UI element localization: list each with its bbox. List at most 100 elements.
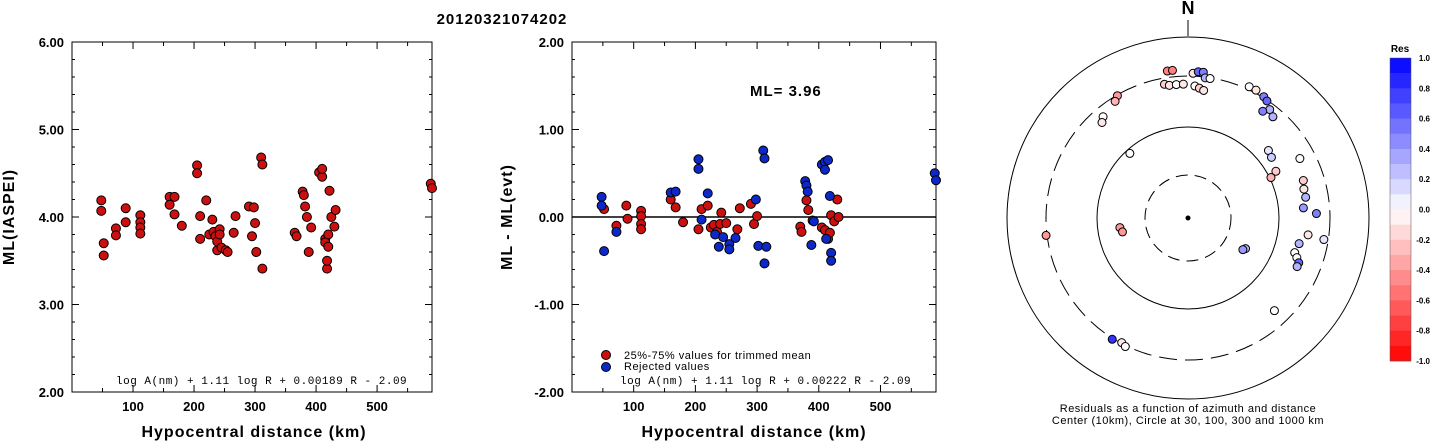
data-point-blue (599, 246, 610, 257)
residual-map: N Residuals as a function of azimuth and… (1006, 0, 1370, 427)
data-point-red (192, 168, 203, 179)
station-marker (1178, 79, 1188, 89)
x-tick-label: 100 (623, 399, 645, 414)
data-point-red (670, 202, 681, 213)
data-point-red (214, 229, 225, 240)
x-tick-label: 500 (870, 399, 892, 414)
data-point-blue (759, 258, 770, 269)
data-point-red (250, 218, 261, 229)
station-marker (1097, 117, 1107, 127)
station-marker (1251, 85, 1261, 95)
data-point-blue (696, 214, 707, 225)
colorbar-cell (1390, 179, 1411, 195)
station-marker (1303, 230, 1313, 240)
data-point-blue (718, 232, 729, 243)
data-point-blue (759, 153, 770, 164)
data-point-blue (724, 244, 735, 255)
y-axis-label: ML - ML(evt) (499, 164, 516, 270)
data-point-red (702, 200, 713, 211)
data-point-red (201, 195, 212, 206)
ml-iaspei-panel: 100 200 300 400 500 2.00 3.00 4.00 5.00 6.00 ML(I… (1, 35, 437, 441)
data-point-red (306, 222, 317, 233)
data-point-blue (596, 191, 607, 202)
data-point-red (636, 224, 647, 235)
data-point-red (427, 183, 437, 194)
station-marker (1295, 154, 1305, 164)
colorbar-cell (1390, 58, 1411, 74)
legend-label-rejected: Rejected values (624, 361, 710, 373)
y-tick-label: 4.00 (39, 210, 64, 225)
data-point-blue (693, 163, 704, 174)
x-tick-label: 200 (183, 399, 205, 414)
data-point-red (322, 255, 333, 266)
data-point-red (716, 207, 727, 218)
colorbar-tick-label: 0.2 (1419, 175, 1431, 184)
data-point-red (230, 211, 241, 222)
colorbar-cell (1390, 73, 1411, 89)
data-point-red (222, 247, 233, 257)
colorbar-tick-label: 0.6 (1419, 115, 1431, 124)
colorbar-cell (1390, 148, 1411, 165)
data-point-red (803, 205, 814, 215)
station-marker (1205, 74, 1215, 84)
station-marker (1258, 106, 1268, 116)
figure-title: 20120321074202 (437, 11, 568, 28)
station-marker (1107, 334, 1117, 344)
colorbar-cell (1390, 345, 1411, 362)
station-marker (1271, 166, 1281, 176)
data-point-red (732, 224, 743, 235)
colorbar-tick-label: 0.4 (1419, 145, 1431, 154)
axis-ticks: 100 200 300 400 500 2.00 3.00 4.00 5.00 6.00 (39, 35, 432, 414)
data-point-red (317, 163, 328, 174)
range-circle-300km (1045, 75, 1331, 361)
data-point-blue (819, 164, 830, 175)
colorbar-cell (1390, 330, 1411, 347)
colorbar-cell (1390, 239, 1411, 256)
station-marker (1110, 96, 1120, 106)
colorbar-cell (1390, 164, 1411, 180)
data-point-blue (802, 186, 813, 197)
y-tick-label: 1.00 (539, 123, 564, 138)
data-point-red (693, 224, 704, 235)
data-point-red (207, 214, 218, 225)
data-point-blue (823, 155, 834, 166)
station-marker (1125, 148, 1135, 158)
data-point-red (98, 250, 109, 261)
data-point-red (247, 231, 257, 242)
data-point-blue (826, 255, 837, 266)
north-label: N (1182, 0, 1195, 18)
data-point-red (752, 211, 763, 222)
data-point-red (195, 211, 206, 222)
residual-colorbar: Res 1.0 0.8 0.6 0.4 0.2 0.0 -0.2 -0.4 -0.6 -0.8 -1… (1389, 44, 1431, 366)
x-tick-label: 400 (305, 399, 327, 414)
station-marker (1298, 176, 1308, 186)
data-point-red (98, 238, 109, 249)
colorbar-tick-label: 0.0 (1419, 206, 1431, 215)
data-point-red (96, 195, 107, 206)
x-tick-label: 100 (122, 399, 144, 414)
colorbar-tick-label: -1.0 (1416, 357, 1430, 366)
data-point-red (164, 199, 175, 210)
data-point-red (120, 217, 131, 228)
colorbar-cell (1390, 315, 1411, 331)
data-point-red (298, 190, 309, 201)
y-tick-label: 2.00 (539, 35, 564, 50)
data-point-blue (730, 233, 741, 243)
data-point-red (801, 195, 812, 206)
map-caption-line1: Residuals as a function of azimuth and d… (1060, 403, 1316, 415)
x-axis-label: Hypocentral distance (km) (641, 424, 866, 441)
colorbar-cell (1390, 224, 1411, 241)
x-tick-label: 300 (244, 399, 266, 414)
data-point-blue (596, 200, 607, 211)
station-marker (1319, 235, 1329, 245)
legend-marker-blue (601, 362, 611, 372)
colorbar-tick-label: -0.2 (1416, 236, 1430, 245)
colorbar-cell (1390, 254, 1411, 271)
station-marker (1294, 239, 1304, 249)
colorbar-cell (1390, 133, 1411, 150)
data-point-red (120, 203, 131, 214)
data-point-red (833, 212, 844, 222)
data-point-red (257, 159, 268, 170)
data-point-red (329, 221, 340, 232)
